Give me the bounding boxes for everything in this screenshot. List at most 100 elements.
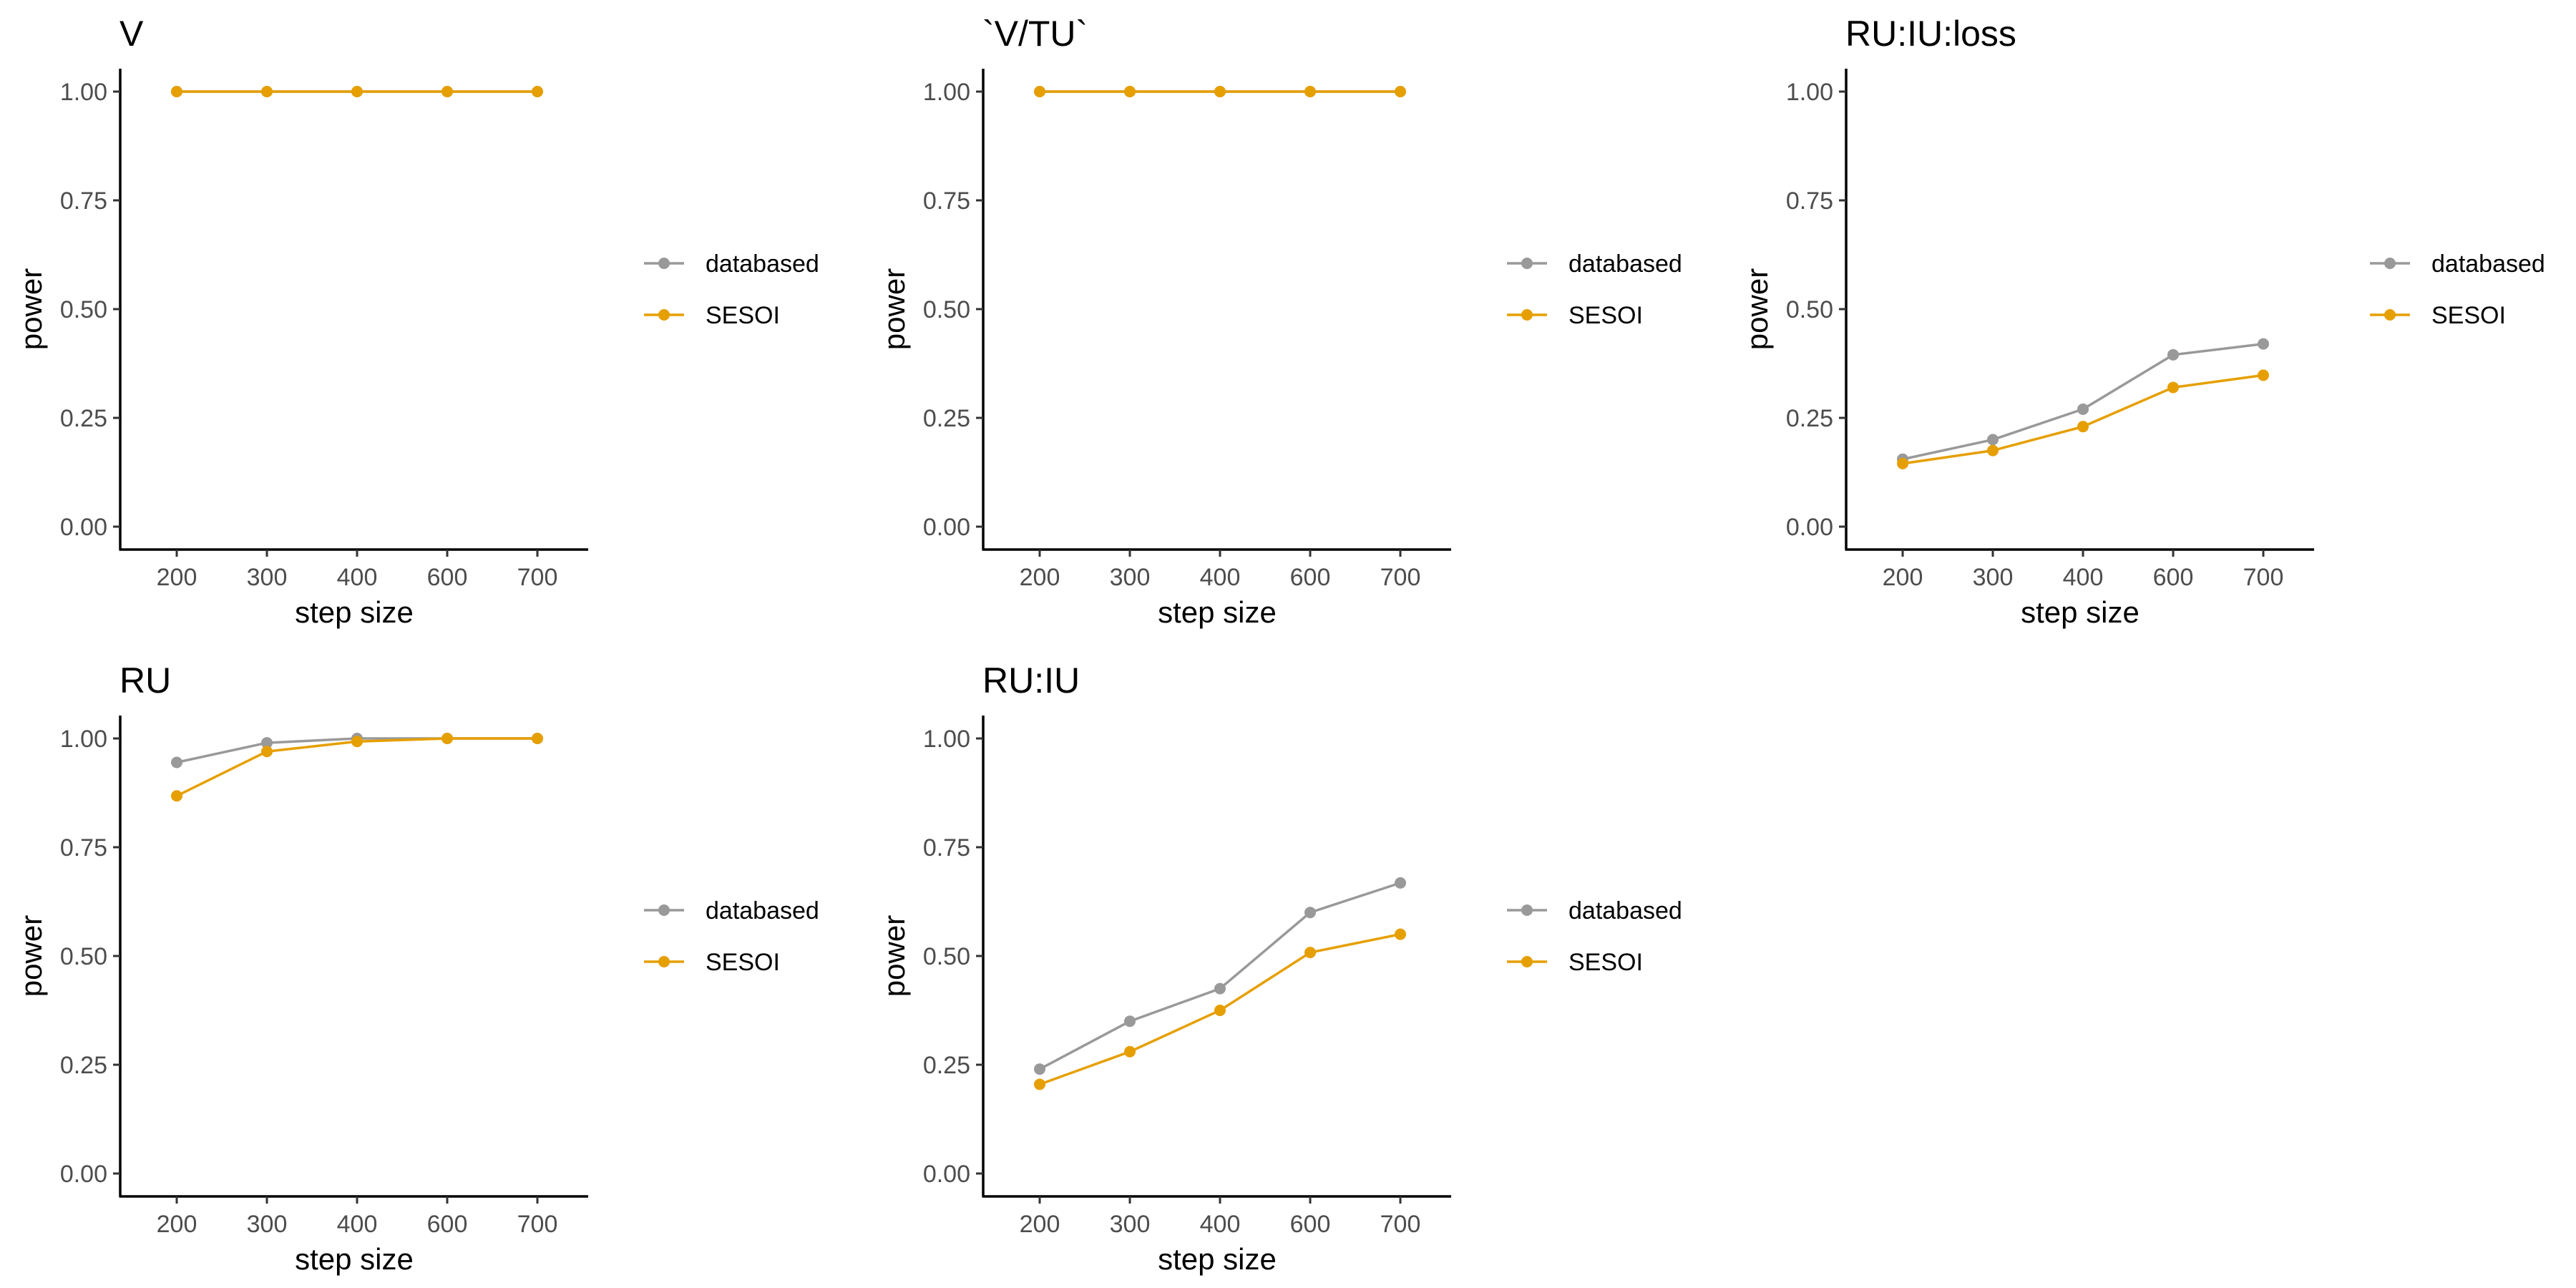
x-tick-label: 300 (1110, 1211, 1151, 1238)
x-tick-label: 400 (1200, 564, 1241, 591)
data-point-databased (1214, 982, 1226, 995)
y-tick-label: 0.25 (923, 405, 970, 432)
panel-title: V (119, 14, 144, 54)
panel-1: `V/TU` 0.00 0.25 0.50 0.75 1.00 200 300 400 600 70… (877, 14, 1682, 629)
data-point-SESOI (2077, 421, 2089, 433)
y-tick-label: 0.50 (60, 296, 107, 323)
y-tick-label: 0.25 (60, 1052, 107, 1079)
x-tick-label: 600 (427, 564, 468, 591)
y-tick-label: 1.00 (1786, 79, 1833, 106)
x-tick-label: 200 (1883, 564, 1923, 591)
data-point-SESOI (1987, 444, 1999, 457)
y-tick-label: 0.50 (60, 943, 107, 970)
y-axis-label: power (14, 915, 48, 997)
data-point-SESOI (1124, 86, 1136, 97)
y-tick-label: 0.00 (60, 514, 107, 541)
x-tick-label: 600 (427, 1211, 468, 1238)
y-tick-label: 1.00 (60, 79, 107, 106)
y-tick-label: 0.25 (60, 405, 107, 432)
x-tick-label: 300 (247, 1211, 288, 1238)
x-tick-label: 700 (1380, 1211, 1421, 1238)
data-point-databased (171, 756, 182, 769)
data-point-SESOI (441, 86, 453, 97)
panel-2: RU:IU:loss 0.00 0.25 0.50 0.75 1.00 200 300 400 6… (1740, 14, 2545, 629)
y-tick-label: 0.75 (923, 187, 970, 215)
x-tick-label: 300 (247, 564, 288, 591)
legend-key-point (2384, 258, 2396, 269)
data-point-databased (2077, 403, 2089, 415)
legend-key-point (2384, 309, 2396, 321)
legend-key-point (658, 956, 670, 967)
data-point-databased (2258, 338, 2269, 350)
y-tick-label: 0.25 (923, 1052, 970, 1079)
data-point-SESOI (1034, 86, 1045, 97)
data-point-SESOI (1395, 928, 1406, 940)
series-line-SESOI (1902, 374, 2264, 465)
panel-title: `V/TU` (982, 14, 1088, 54)
data-point-SESOI (1034, 1078, 1045, 1091)
x-tick-label: 700 (517, 564, 558, 591)
legend-label: SESOI (2431, 302, 2506, 329)
data-point-SESOI (2258, 369, 2269, 381)
y-axis-label: power (1740, 268, 1774, 350)
y-tick-label: 0.75 (60, 834, 107, 862)
x-tick-label: 300 (1973, 564, 2014, 591)
data-point-databased (1034, 1063, 1045, 1075)
x-tick-label: 600 (1290, 1211, 1331, 1238)
x-tick-label: 600 (2153, 564, 2194, 591)
data-point-SESOI (1124, 1045, 1136, 1058)
data-point-SESOI (351, 86, 363, 97)
data-point-SESOI (171, 790, 182, 802)
data-point-databased (1304, 907, 1316, 919)
x-tick-label: 700 (2243, 564, 2284, 591)
x-tick-label: 200 (1020, 564, 1060, 591)
legend-key-point (1521, 258, 1533, 269)
x-tick-label: 400 (337, 564, 378, 591)
panel-title: RU:IU (982, 660, 1080, 701)
legend-label: databased (706, 897, 819, 924)
y-tick-label: 0.50 (1786, 296, 1833, 323)
legend-label: databased (2431, 250, 2545, 278)
legend-label: databased (1568, 250, 1682, 278)
y-tick-label: 0.50 (923, 943, 970, 970)
data-point-SESOI (1304, 86, 1316, 97)
y-tick-label: 0.00 (60, 1161, 107, 1188)
x-tick-label: 600 (1290, 564, 1331, 591)
y-tick-label: 0.25 (1786, 405, 1833, 432)
x-axis-label: step size (295, 595, 414, 629)
x-tick-label: 200 (157, 564, 197, 591)
data-point-SESOI (1897, 457, 1908, 469)
x-axis-label: step size (295, 1242, 414, 1276)
legend-key-point (658, 904, 670, 916)
legend-key-point (1521, 309, 1533, 321)
legend-key-point (658, 309, 670, 321)
series-line-databased (1902, 342, 2264, 461)
legend-label: SESOI (1568, 949, 1643, 976)
legend-label: SESOI (706, 302, 780, 329)
x-tick-label: 400 (337, 1211, 378, 1238)
y-axis-label: power (14, 268, 48, 350)
data-point-databased (261, 737, 273, 749)
panel-title: RU:IU:loss (1845, 14, 2016, 54)
x-tick-label: 700 (1380, 564, 1421, 591)
y-tick-label: 0.00 (1786, 514, 1833, 541)
data-point-SESOI (1395, 86, 1406, 97)
data-point-databased (1124, 1015, 1136, 1028)
y-tick-label: 1.00 (923, 79, 970, 106)
panel-3: RU 0.00 0.25 0.50 0.75 1.00 200 300 400 600 700 ste… (14, 660, 819, 1276)
x-axis-label: step size (1158, 1242, 1277, 1276)
data-point-SESOI (1214, 1005, 1226, 1016)
data-point-SESOI (532, 733, 543, 744)
x-tick-label: 200 (157, 1211, 197, 1238)
legend-key-point (1521, 956, 1533, 967)
data-point-SESOI (1304, 947, 1316, 959)
x-tick-label: 200 (1020, 1211, 1060, 1238)
y-axis-label: power (877, 915, 911, 997)
legend-key-point (658, 258, 670, 269)
data-point-databased (1987, 434, 1999, 446)
x-tick-label: 300 (1110, 564, 1151, 591)
panel-title: RU (119, 660, 171, 701)
legend-key-point (1521, 904, 1533, 916)
y-tick-label: 1.00 (923, 726, 970, 753)
